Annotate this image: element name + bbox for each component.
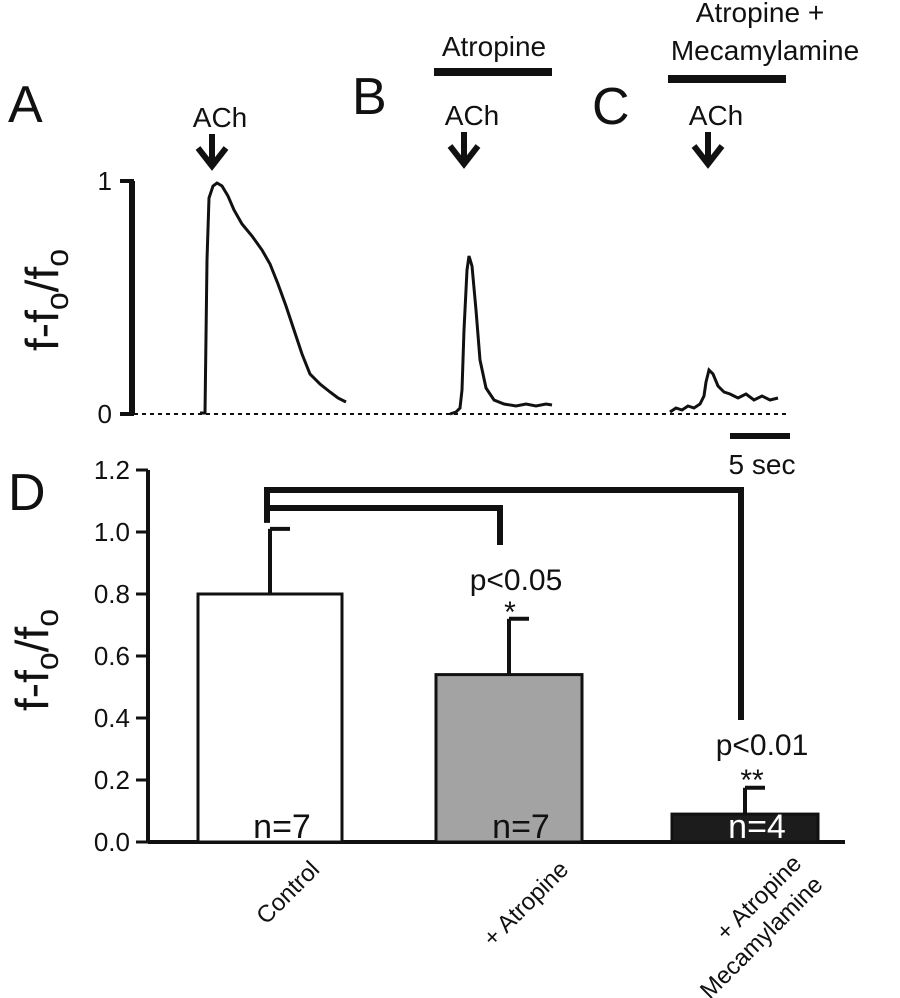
bars-group [196,592,820,844]
trace-y-tick-label-1: 1 [98,166,112,196]
category-label-1: Control [251,856,325,930]
error-bars-group [268,526,765,815]
bar-y-tick-label: 1.2 [94,455,130,485]
bar-y-label: f-fo/fo [6,609,65,711]
significance-brackets: p<0.05* p<0.01** [264,487,809,797]
svg-text:f-fo/fo: f-fo/fo [6,609,65,711]
ach-label-a: ACh [193,102,247,133]
trace-atropine [449,255,553,416]
ach-arrow-c-icon [691,132,725,169]
bar-y-tick-label: 0.6 [94,641,130,671]
category-label-2: + Atropine [478,856,574,952]
trace-atropine-mecamylamine [669,367,779,414]
stars-mecamylamine: ** [740,764,764,797]
n-labels-group: n=7 n=7 n=4 [253,808,786,846]
panel-label-b: B [352,68,387,126]
category-labels-group: Control + Atropine + Atropine+ Mecamylamin… [251,850,828,998]
bar-1 [196,592,344,844]
p-value-atropine: p<0.05 [470,564,563,597]
bar-y-tick-label: 0.4 [94,703,130,733]
bar-y-tick-label: 1.0 [94,517,130,547]
drug-label-c-line2: Mecamylamine [671,35,859,66]
svg-text:f-fo/fo: f-fo/fo [16,249,75,351]
bar-y-tick-label: 0.2 [94,765,130,795]
ach-arrow-a-icon [195,134,229,171]
trace-control [200,181,347,415]
ach-label-b: ACh [445,100,499,131]
drug-label-atropine: Atropine [442,31,546,62]
ach-arrow-b-icon [447,132,481,169]
n-label-1: n=7 [253,808,311,846]
n-label-3: n=4 [728,808,786,846]
drug-label-c-line1: Atropine + [696,0,824,28]
bar-y-tick-label: 0.0 [94,827,130,857]
trace-y-label: f-fo/fo [16,249,75,351]
bar-3 [670,812,820,844]
ach-label-c: ACh [689,100,743,131]
bar-y-tick-label: 0.8 [94,579,130,609]
trace-y-tick-label-0: 0 [98,399,112,429]
stars-atropine: * [504,596,516,629]
scale-bar-label: 5 sec [729,449,796,480]
panel-label-d: D [8,464,46,522]
category-line: + Atropine [478,856,574,952]
bar-2 [434,673,584,844]
p-value-mecamylamine: p<0.01 [716,729,809,762]
panel-label-c: C [592,78,630,136]
bracket-control-vs-mecamylamine [264,487,744,720]
bracket-control-vs-atropine [270,505,503,545]
category-label-3: + Atropine+ Mecamylamine [680,850,828,998]
n-label-2: n=7 [492,808,550,846]
category-line: Control [251,856,325,930]
panel-label-a: A [8,76,43,134]
